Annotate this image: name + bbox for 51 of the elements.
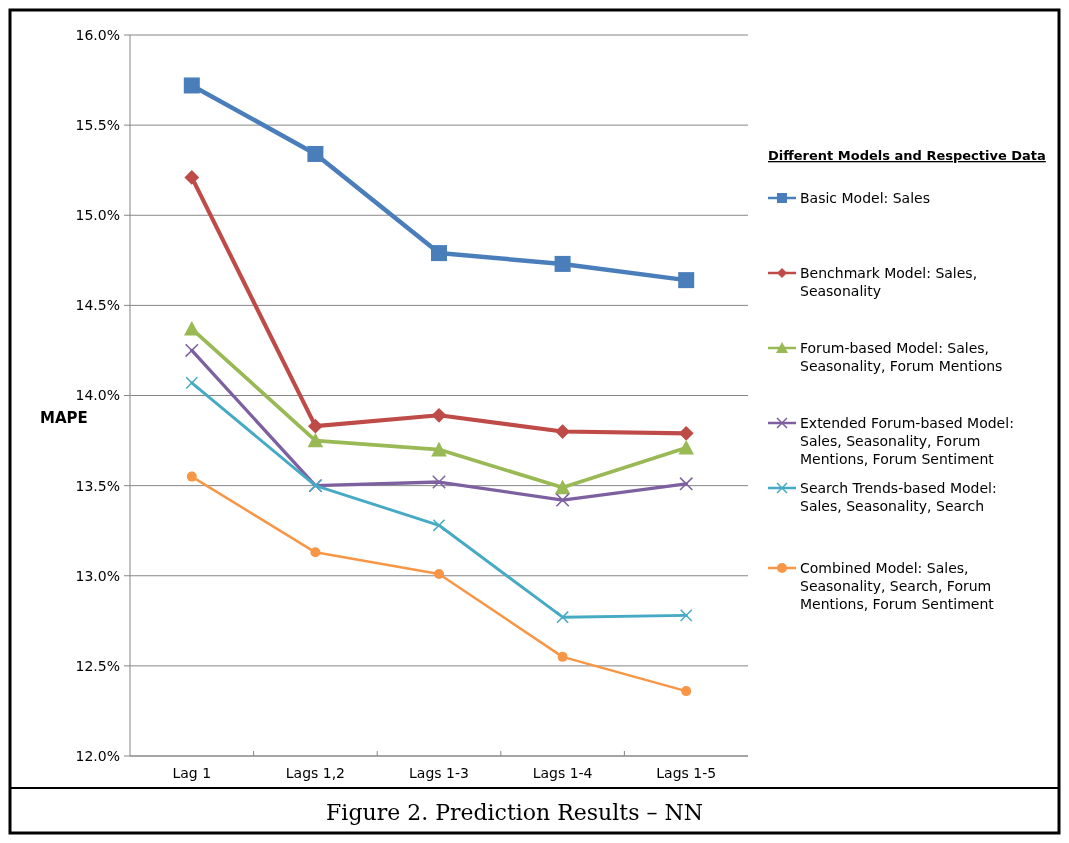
point [184,321,200,336]
y-tick-label: 12.0% [75,747,120,764]
point [555,424,570,439]
x-tick-label: Lags 1-4 [532,765,593,781]
y-tick-label: 14.0% [75,387,120,404]
point [554,479,571,495]
point [432,475,446,489]
y-tick-label: 13.0% [75,567,120,584]
y-axis-title: MAPE [40,408,88,427]
legend-label: Benchmark Model: Sales, Seasonality [800,264,978,300]
x-tick-label: Lags 1-3 [409,765,469,781]
point [681,686,692,697]
point [184,170,200,185]
y-tick-label: 15.0% [75,207,120,224]
y-tick-label: 16.0% [75,26,120,43]
point [307,432,324,448]
point [678,439,694,455]
legend-label: Combined Model: Sales, Seasonality, Search, Forum Mentions, Forum Sentiment [800,559,995,613]
legend-label: Basic Model: Sales [800,189,930,206]
x-tick-label: Lags 1-5 [656,765,717,781]
y-tick-label: 15.5% [75,117,120,134]
point [554,255,571,272]
point [678,272,695,289]
legend-label: Search Trends-based Model: Sales, Seasonality, Search [800,479,997,515]
point [679,476,694,491]
point [555,493,570,507]
point [307,145,324,162]
x-tick-label: Lag 1 [172,765,212,781]
point [431,441,447,457]
y-tick-label: 14.5% [75,297,120,314]
point [556,610,569,624]
point [679,609,693,622]
point [431,245,447,262]
point [310,547,321,558]
legend-label: Extended Forum-based Model: Sales, Seasonality, Forum Mentions, Forum Sentiment [800,414,1014,468]
legend-title: Different Models and Respective Data [768,148,1046,163]
point [434,568,444,579]
point [308,418,323,434]
x-tick-label: Lags 1,2 [285,765,346,781]
legend-label: Forum-based Model: Sales, Seasonality, Forum Mentions [800,339,1003,375]
point [186,471,197,482]
point [557,651,568,662]
point [431,407,447,423]
point [678,425,694,441]
y-tick-label: 12.5% [75,657,120,674]
point [183,77,200,94]
text: Figure 2. Prediction Results – NN [326,800,703,825]
point [184,343,199,358]
point [432,518,446,532]
y-tick-label: 13.5% [75,477,120,494]
point [185,376,199,390]
